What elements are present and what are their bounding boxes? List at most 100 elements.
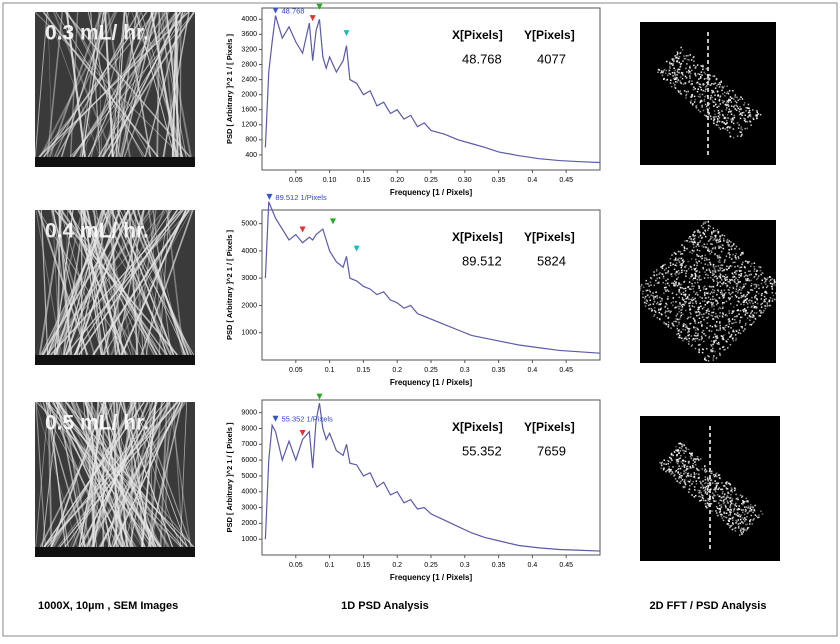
fft-dot <box>737 292 739 294</box>
fft-dot <box>718 291 720 293</box>
fft-dot <box>720 292 722 294</box>
fft-dot <box>703 330 705 332</box>
fft-dot <box>699 74 701 76</box>
fft-dot <box>719 257 721 259</box>
fft-dot <box>689 338 691 340</box>
fft-dot <box>757 517 759 519</box>
fft-dot <box>755 306 757 308</box>
fft-dot <box>670 470 672 472</box>
fft-dot <box>728 331 730 333</box>
fft-dot <box>678 329 680 331</box>
fft-dot <box>707 505 709 507</box>
fft-dot <box>748 107 750 109</box>
fft-dot <box>747 303 749 305</box>
fft-dot <box>714 351 716 353</box>
fft-dot <box>712 100 714 102</box>
fft-dot <box>683 304 685 306</box>
fft-dot <box>649 296 651 298</box>
fft-dot <box>708 310 710 312</box>
fft-dot <box>713 228 715 230</box>
fft-dot <box>686 327 688 329</box>
fft-dot <box>733 511 735 513</box>
fft-dot <box>698 78 700 80</box>
fft-dot <box>695 277 697 279</box>
fft-dot <box>761 311 763 313</box>
fft-dot <box>655 280 657 282</box>
fft-dot <box>728 520 730 522</box>
fft-dot <box>712 492 714 494</box>
fft-dot <box>682 297 684 299</box>
fft-dot <box>690 54 692 56</box>
fft-dot <box>684 90 686 92</box>
fft-dot <box>716 476 718 478</box>
fft-dot <box>715 276 717 278</box>
fft-dot <box>683 486 685 488</box>
fft-dot <box>705 255 707 256</box>
fft-dot <box>687 261 689 263</box>
fft-dot <box>681 446 683 448</box>
fft-dot <box>719 259 721 261</box>
fft-dot <box>710 349 712 351</box>
fft-dot <box>748 280 750 282</box>
fft-dot <box>715 87 717 89</box>
fft-dot <box>676 77 678 79</box>
x-tick-label: 0.35 <box>492 177 506 184</box>
fft-dot <box>675 57 677 59</box>
fft-dot <box>700 111 702 113</box>
x-axis-label: Frequency [1 / Pixels] <box>390 188 473 197</box>
fft-dot <box>734 490 736 492</box>
fft-dot <box>673 58 675 60</box>
fft-dot <box>736 97 738 99</box>
fft-dot <box>677 271 679 273</box>
fft-dot <box>650 277 652 279</box>
fft-dot <box>669 457 671 459</box>
fft-dot <box>718 106 720 108</box>
fft-dot <box>667 75 669 77</box>
fft-dot <box>731 296 733 298</box>
fft-dot <box>695 348 697 350</box>
fft-dot <box>704 286 706 288</box>
fft-dot <box>676 461 678 463</box>
fft-dot <box>663 459 665 461</box>
fft-dot <box>689 302 691 304</box>
readout-value: 7659 <box>537 443 566 458</box>
fft-dot <box>685 447 687 449</box>
fft-dot <box>667 308 669 310</box>
fft-dot <box>736 286 738 288</box>
x-tick-label: 0.35 <box>492 562 506 569</box>
fft-dot <box>684 445 686 447</box>
fft-dot <box>704 100 706 102</box>
fft-dot <box>730 111 732 113</box>
fft-dot <box>635 291 637 293</box>
fft-dot <box>689 236 691 238</box>
y-tick-label: 7000 <box>241 441 257 448</box>
fft-dot <box>705 86 707 88</box>
x-tick-label: 0.2 <box>392 367 402 374</box>
fft-dot <box>727 339 729 341</box>
fft-dot <box>689 75 691 77</box>
fft-dot <box>769 276 771 278</box>
fft-dot <box>695 246 697 248</box>
fft-dot <box>650 281 652 283</box>
fft-dot <box>749 523 751 525</box>
fft-dot <box>710 243 712 245</box>
fft-dot <box>708 360 710 362</box>
fft-dot <box>678 270 680 272</box>
fft-dot <box>678 291 680 293</box>
fft-dot <box>740 317 742 319</box>
fft-dot <box>725 482 727 484</box>
fft-dot <box>728 289 730 291</box>
fft-dot <box>684 451 686 453</box>
fft-dot <box>682 49 684 51</box>
fft-dot <box>742 512 744 513</box>
fft-dot <box>694 474 696 476</box>
fft-dot <box>675 87 677 89</box>
fft-dot <box>680 475 682 477</box>
fft-dot <box>661 465 663 467</box>
fft-dot <box>694 320 696 322</box>
fft-dot <box>745 278 747 280</box>
fft-dot <box>722 102 724 104</box>
fft-dot <box>691 274 693 276</box>
fft-dot <box>719 84 721 86</box>
fft-dot <box>719 86 721 88</box>
